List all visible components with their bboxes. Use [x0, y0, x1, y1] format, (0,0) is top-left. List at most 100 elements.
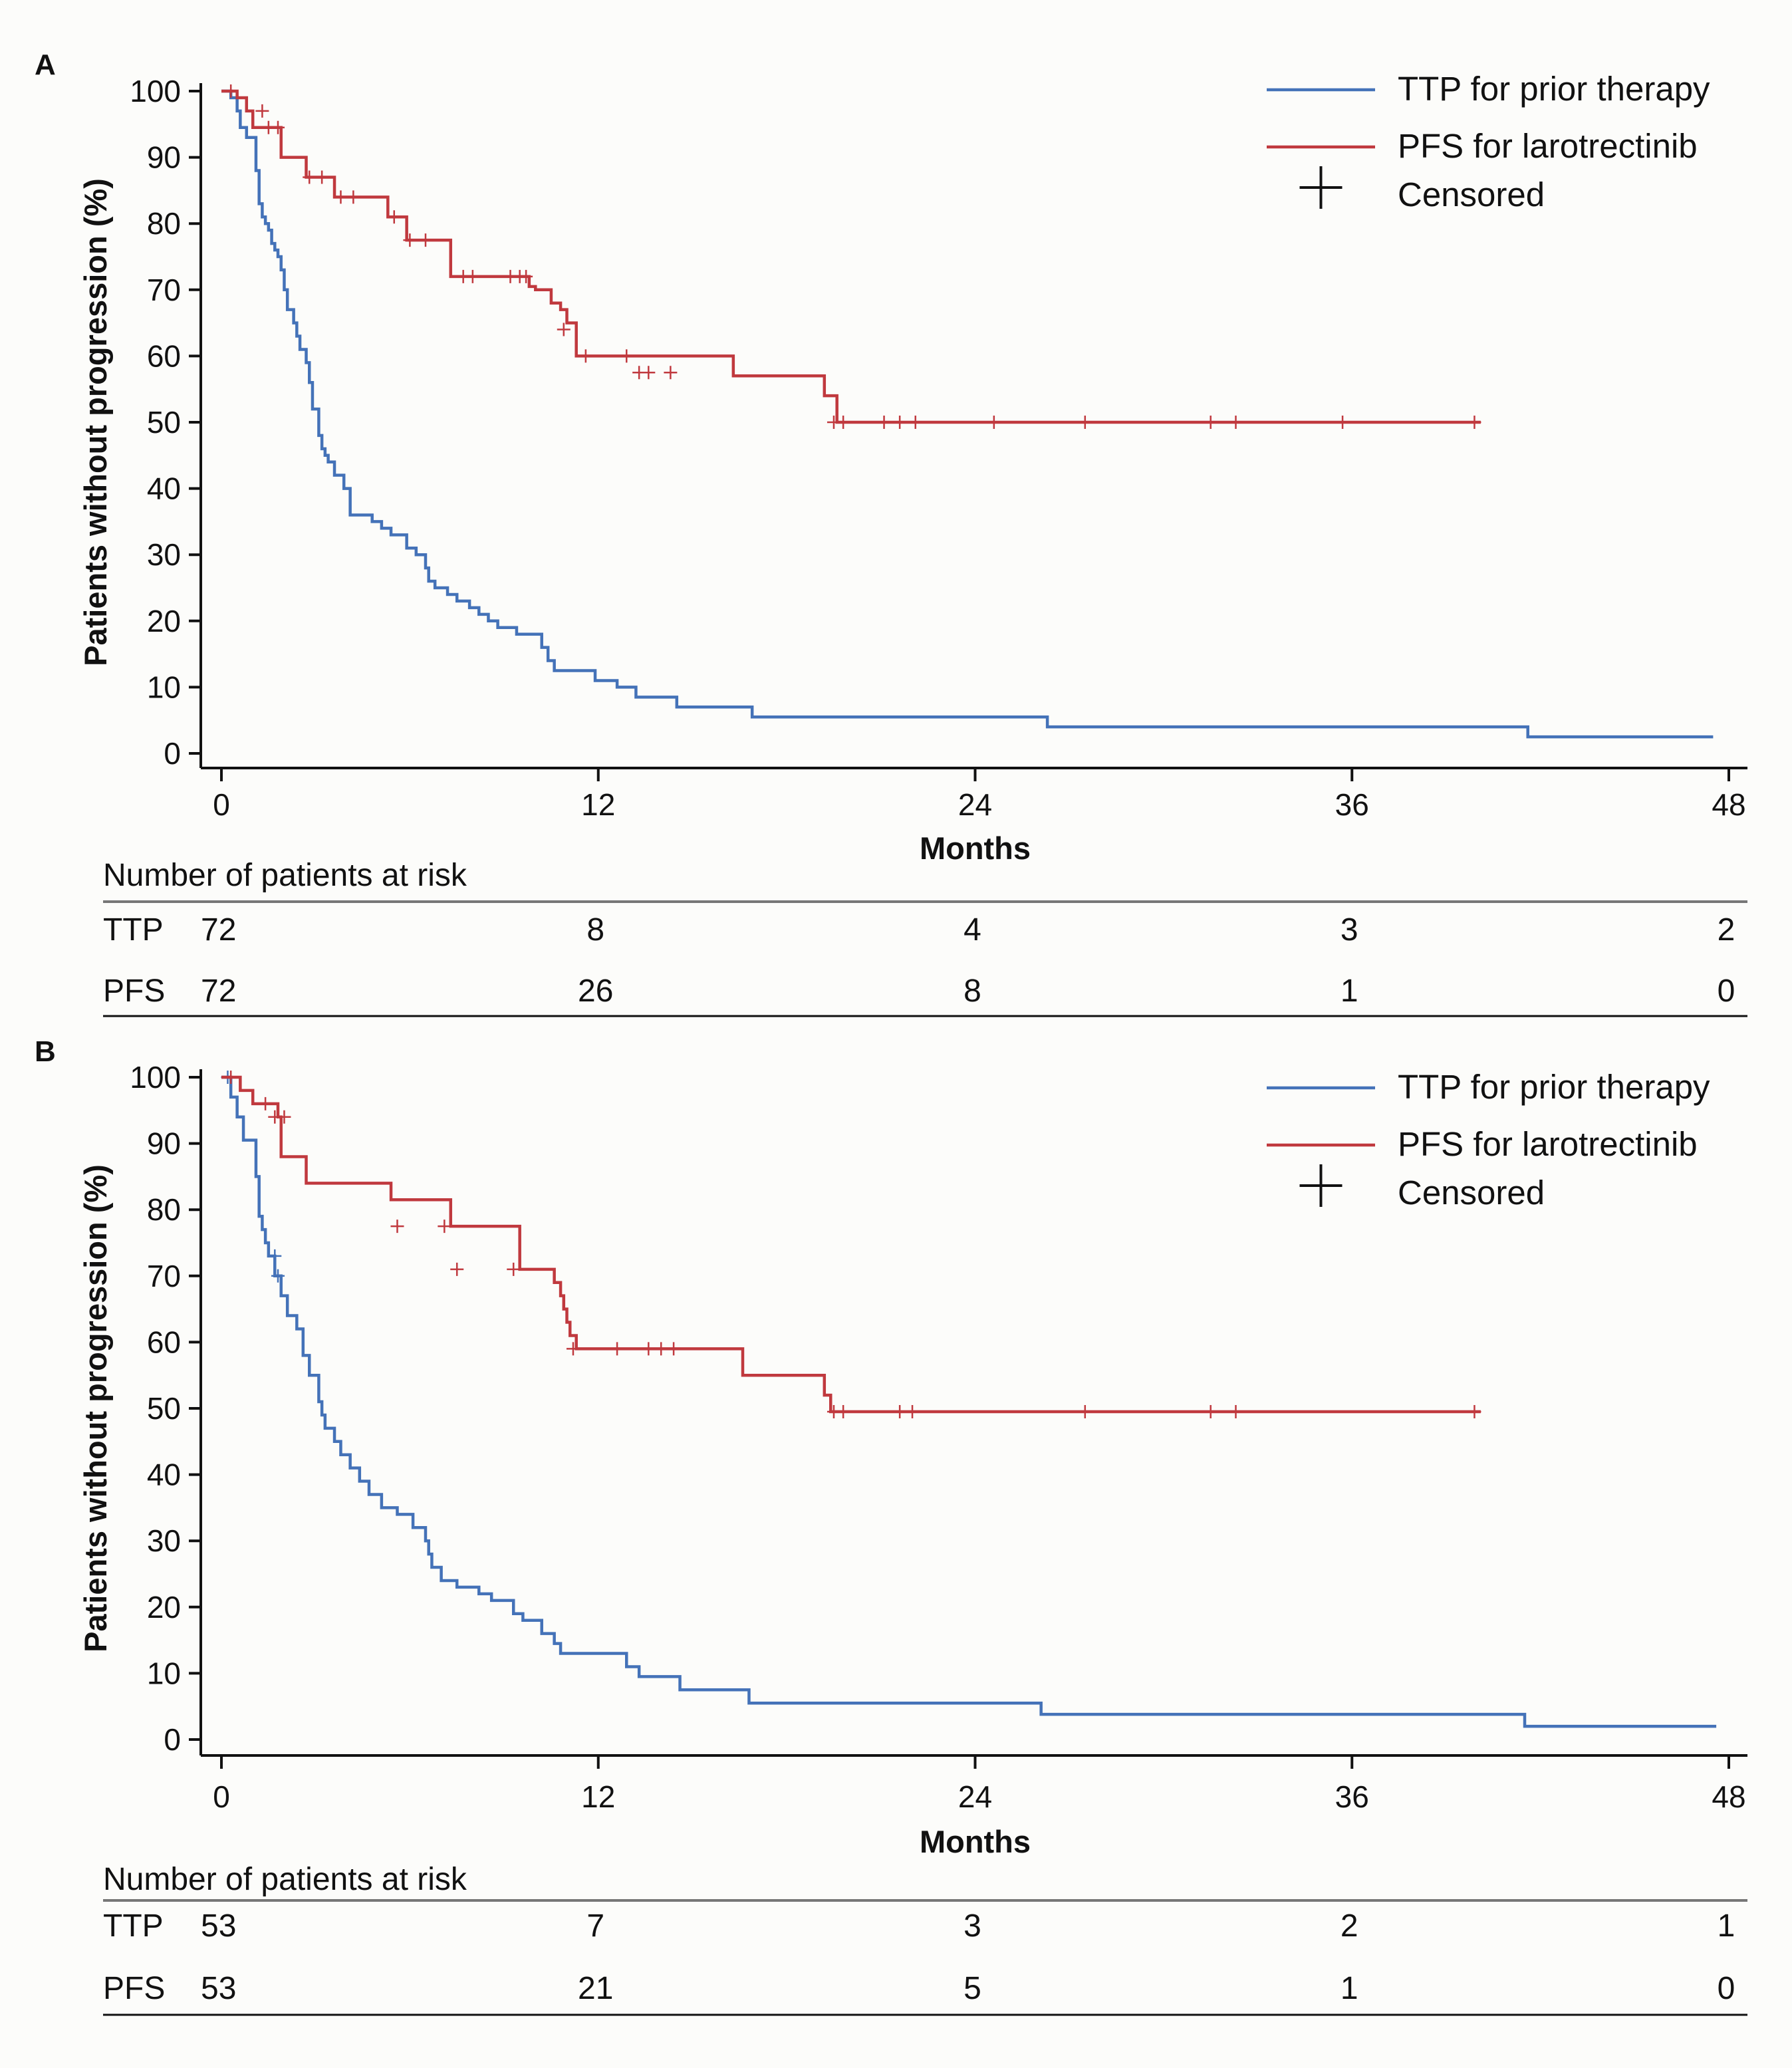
risk-value: 1 [1341, 1971, 1358, 2006]
pfs-curve [221, 1075, 1481, 1414]
y-tick-label: 100 [130, 74, 181, 108]
pfs-censor-mark [557, 323, 571, 336]
y-tick-label: 10 [147, 670, 181, 704]
pfs-censor-mark [1468, 416, 1481, 429]
risk-value: 21 [578, 1971, 613, 2006]
pfs-censor-mark [893, 416, 907, 429]
legend-label: Censored [1398, 176, 1545, 213]
legend-label: PFS for larotrectinib [1398, 127, 1698, 165]
pfs-censor-mark [1078, 1404, 1092, 1418]
risk-table-title: Number of patients at risk [103, 1862, 467, 1897]
y-tick-label: 60 [147, 338, 181, 373]
legend-label: Censored [1398, 1174, 1545, 1212]
panel-label: B [35, 1035, 56, 1068]
y-tick-label: 20 [147, 1590, 181, 1624]
x-tick-label: 24 [958, 1779, 992, 1814]
legend-censored-icon [1299, 166, 1343, 209]
y-tick-label: 90 [147, 140, 181, 175]
y-tick-label: 70 [147, 273, 181, 307]
y-tick-label: 90 [147, 1126, 181, 1161]
x-tick-label: 12 [581, 1779, 615, 1814]
risk-value: 0 [1718, 1971, 1735, 2006]
risk-value: 72 [201, 912, 236, 948]
ttp-censor-mark [268, 1249, 282, 1263]
x-tick-label: 36 [1335, 1779, 1369, 1814]
pfs-censor-mark [271, 120, 285, 134]
risk-row-label: PFS [103, 1971, 165, 2006]
y-tick-label: 80 [147, 206, 181, 241]
y-tick-label: 50 [147, 405, 181, 440]
risk-value: 7 [586, 1908, 604, 1944]
pfs-censor-mark [418, 233, 432, 247]
pfs-censor-mark [224, 1071, 238, 1084]
pfs-censor-mark [277, 1110, 291, 1124]
pfs-censor-mark [346, 190, 360, 204]
x-tick-label: 48 [1712, 1779, 1745, 1814]
pfs-censor-mark [566, 1342, 580, 1356]
pfs-censor-mark [893, 1404, 907, 1418]
y-tick-label: 10 [147, 1656, 181, 1690]
y-axis-label: Patients without progression (%) [78, 1164, 113, 1652]
y-tick-label: 40 [147, 1458, 181, 1492]
pfs-censor-mark [1229, 1404, 1243, 1418]
pfs-censor-mark [836, 1404, 850, 1418]
risk-row-label: TTP [103, 912, 164, 948]
risk-value: 8 [963, 973, 981, 1009]
ttp-censor-mark [271, 1269, 285, 1283]
risk-value: 1 [1341, 973, 1358, 1009]
pfs-censor-mark [578, 349, 592, 363]
risk-value: 72 [201, 973, 236, 1009]
legend: TTP for prior therapy PFS for larotrectin… [1267, 70, 1710, 213]
pfs-censor-mark [303, 170, 317, 184]
y-tick-label: 60 [147, 1325, 181, 1359]
pfs-censor-mark [259, 1097, 273, 1110]
risk-value: 1 [1718, 1908, 1735, 1944]
pfs-censor-mark [1229, 416, 1243, 429]
risk-value: 0 [1718, 973, 1735, 1009]
x-tick-label: 12 [581, 787, 615, 822]
pfs-censor-mark [1468, 1404, 1481, 1418]
x-axis-label: Months [920, 831, 1031, 866]
pfs-censor-mark [387, 210, 401, 224]
pfs-censor-mark [315, 170, 329, 184]
pfs-censor-mark [507, 1262, 521, 1276]
x-tick-label: 36 [1335, 787, 1369, 822]
pfs-censor-mark [836, 416, 850, 429]
x-tick-label: 0 [213, 1779, 230, 1814]
risk-table: Number of patients at risk TTP 72 8 4 3 2 PFS 72… [103, 858, 1747, 1017]
risk-value: 26 [578, 973, 613, 1009]
pfs-censor-mark [664, 366, 678, 380]
ttp-curve [221, 1075, 1717, 1728]
legend-label: TTP for prior therapy [1398, 1068, 1710, 1106]
x-axis-label: Months [920, 1824, 1031, 1859]
pfs-censor-mark [654, 1342, 668, 1356]
panel-label: A [35, 49, 56, 81]
ttp-curve [221, 89, 1714, 739]
y-tick-label: 80 [147, 1192, 181, 1227]
risk-value: 3 [1341, 912, 1358, 948]
pfs-censor-mark [450, 1262, 464, 1276]
pfs-censor-mark [1204, 1404, 1217, 1418]
y-tick-label: 30 [147, 1523, 181, 1558]
pfs-censor-mark [610, 1342, 624, 1356]
pfs-censor-mark [642, 366, 656, 380]
pfs-censor-mark [642, 1342, 656, 1356]
risk-value: 5 [963, 1971, 981, 2006]
risk-row-label: PFS [103, 973, 165, 1009]
pfs-censor-mark [334, 190, 348, 204]
legend-label: PFS for larotrectinib [1398, 1125, 1698, 1163]
pfs-censor-mark [255, 104, 269, 118]
risk-row-label: TTP [103, 1908, 164, 1944]
pfs-censor-mark [877, 416, 891, 429]
pfs-censor-mark [519, 269, 533, 283]
y-tick-label: 40 [147, 471, 181, 506]
risk-value: 2 [1341, 1908, 1358, 1944]
pfs-censor-mark [667, 1342, 681, 1356]
y-tick-label: 30 [147, 537, 181, 572]
pfs-censor-mark [390, 1220, 404, 1233]
y-tick-label: 0 [164, 1722, 181, 1757]
